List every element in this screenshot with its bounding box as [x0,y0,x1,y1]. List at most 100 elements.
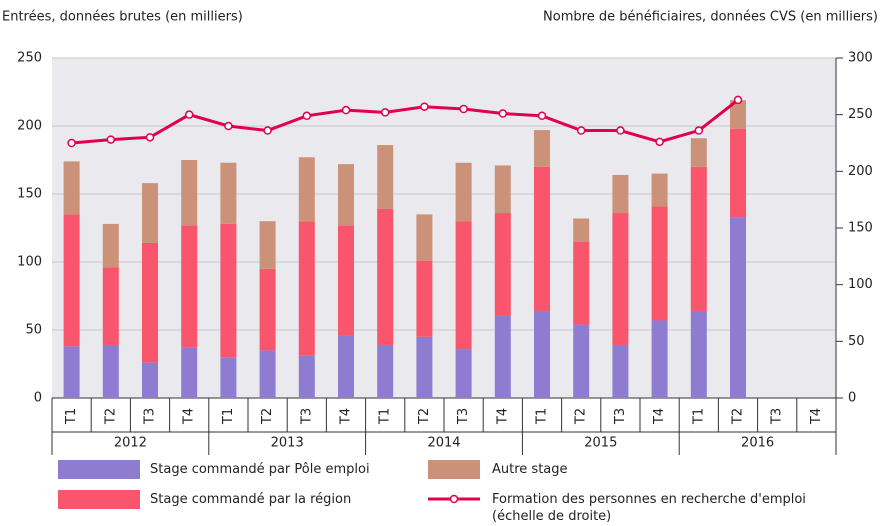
bar [651,173,668,207]
bar [573,218,590,242]
y2-tick-label: 150 [848,221,873,236]
y-tick-label: 100 [17,255,42,270]
bar [730,100,746,129]
bar [338,164,354,226]
bar [181,225,198,348]
bar [534,166,550,311]
year-label: 2016 [741,436,774,451]
bar [573,241,590,325]
x-tick-label: T1 [64,408,79,425]
legend-swatch [58,490,140,509]
year-label: 2015 [584,436,617,451]
y2-tick-label: 100 [848,277,873,292]
bar [730,128,746,218]
line-marker [380,108,390,117]
bar [416,336,433,398]
y-tick-label: 200 [17,119,42,134]
y2-tick-label: 50 [848,334,865,349]
line-marker [341,105,351,115]
bar [377,145,394,209]
line-marker [459,104,468,114]
x-tick-label: T3 [456,408,471,425]
x-tick-label: T3 [613,408,628,425]
line-marker [694,126,704,135]
bar [259,268,276,351]
bar [259,221,276,269]
bar [455,162,472,222]
bar [730,217,746,398]
x-tick-label: T1 [378,408,393,425]
x-tick-label: T1 [535,408,550,425]
bar [651,206,668,321]
bar [455,349,472,398]
x-tick-label: T4 [652,408,667,425]
bar [690,310,707,398]
bar [298,355,315,398]
bar [142,183,158,243]
line-marker [655,137,664,147]
legend-label: Stage commandé par la région [150,492,352,507]
legend-marker [449,494,459,504]
line-marker [106,135,116,144]
x-tick-label: T2 [574,408,589,425]
x-tick-label: T2 [103,408,118,425]
line-marker [145,133,155,142]
bar [612,213,629,345]
line-marker [224,121,233,131]
year-label: 2014 [427,436,460,451]
bar [63,346,80,398]
y-axis-label: Entrées, données brutes (en milliers) [2,10,243,25]
bar [63,161,80,215]
bar [220,162,237,224]
x-tick-label: T1 [221,408,236,425]
bar [494,165,511,214]
bar [102,223,119,268]
year-label: 2013 [271,436,304,451]
bar [298,221,315,356]
x-tick-label: T1 [691,408,706,425]
x-tick-label: T3 [299,408,314,425]
line-marker [302,111,312,121]
line-marker [498,109,508,118]
line-marker [537,111,547,121]
bar [181,160,198,226]
bar [573,324,590,398]
x-tick-label: T3 [770,408,785,425]
legend-label: Autre stage [492,462,568,477]
bar [416,214,433,261]
year-label: 2012 [114,436,147,451]
bar [63,214,80,347]
bar [494,213,511,316]
bar [142,362,158,398]
legend-swatch [428,460,480,479]
y2-tick-label: 200 [848,164,873,179]
bar [612,344,629,398]
legend-swatch [58,460,140,479]
x-tick-label: T2 [731,408,746,425]
y-tick-label: 150 [17,187,42,202]
x-tick-label: T4 [809,408,824,425]
bar [690,138,707,167]
y2-tick-label: 0 [848,391,856,406]
line-marker [263,126,272,135]
y-tick-label: 0 [34,391,42,406]
line-marker [420,102,429,111]
line-marker [576,126,586,135]
bar [377,208,394,345]
bar [220,357,237,398]
bar [102,344,119,398]
line [71,98,739,145]
x-tick-label: T2 [417,408,432,425]
bar [416,260,433,337]
legend-label: Formation des personnes en recherche d'e… [492,492,806,524]
bar [259,350,276,398]
line-marker [184,110,194,119]
y2-axis-label: Nombre de bénéficiaires, données CVS (en… [543,10,878,25]
legend-label: Stage commandé par Pôle emploi [150,462,370,477]
bar [102,267,119,345]
bar [377,344,394,398]
bar [612,174,629,214]
bar [142,242,158,363]
